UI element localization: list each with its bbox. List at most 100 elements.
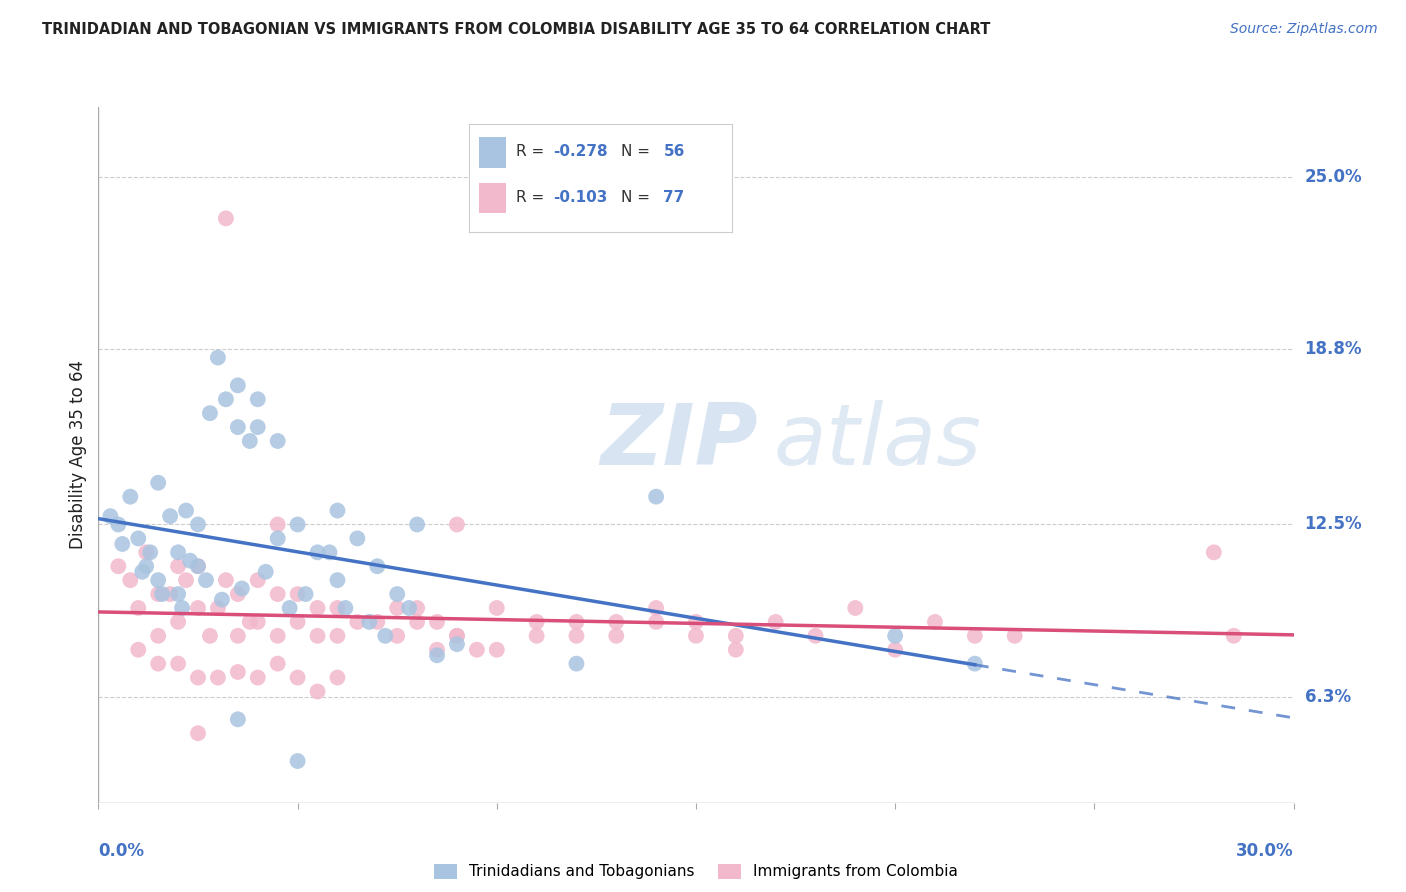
Point xyxy=(605,615,627,629)
Y-axis label: Disability Age 35 to 64: Disability Age 35 to 64 xyxy=(69,360,87,549)
Point xyxy=(446,629,468,643)
Point xyxy=(465,642,488,657)
Point xyxy=(366,559,388,574)
Point xyxy=(215,573,238,587)
Text: N =: N = xyxy=(621,145,655,160)
Point xyxy=(326,601,349,615)
Point xyxy=(226,712,249,726)
Point xyxy=(406,517,429,532)
Point xyxy=(1202,545,1225,559)
Text: -0.278: -0.278 xyxy=(553,145,607,160)
Point xyxy=(159,587,181,601)
Point xyxy=(135,545,157,559)
Text: 0.0%: 0.0% xyxy=(98,842,145,860)
Text: 25.0%: 25.0% xyxy=(1305,168,1362,186)
Point xyxy=(187,671,209,685)
Point xyxy=(198,629,221,643)
Point xyxy=(179,554,201,568)
Point xyxy=(187,726,209,740)
Point xyxy=(187,517,209,532)
Point xyxy=(326,503,349,517)
Text: N =: N = xyxy=(621,190,655,205)
Text: 30.0%: 30.0% xyxy=(1236,842,1294,860)
Point xyxy=(884,642,907,657)
Point xyxy=(406,615,429,629)
Point xyxy=(135,559,157,574)
Point xyxy=(167,559,190,574)
Point xyxy=(645,490,668,504)
Legend: Trinidadians and Tobagonians, Immigrants from Colombia: Trinidadians and Tobagonians, Immigrants… xyxy=(427,857,965,886)
Point xyxy=(159,509,181,524)
Point xyxy=(645,615,668,629)
Point xyxy=(307,629,329,643)
Point xyxy=(884,629,907,643)
Point xyxy=(127,532,149,546)
Point xyxy=(287,615,309,629)
Point xyxy=(385,601,409,615)
Point xyxy=(287,517,309,532)
Point xyxy=(398,601,420,615)
Point xyxy=(150,587,173,601)
Point xyxy=(685,615,707,629)
Text: ZIP: ZIP xyxy=(600,400,758,483)
Point xyxy=(226,420,249,434)
Text: 56: 56 xyxy=(664,145,685,160)
Point xyxy=(346,615,368,629)
Point xyxy=(724,642,747,657)
Point xyxy=(426,615,449,629)
Text: R =: R = xyxy=(516,145,550,160)
Point xyxy=(426,648,449,663)
Point xyxy=(215,392,238,407)
Point xyxy=(148,587,170,601)
Point xyxy=(239,434,262,448)
Point xyxy=(148,629,170,643)
Point xyxy=(366,615,388,629)
Point xyxy=(724,629,747,643)
Point xyxy=(485,601,508,615)
Point xyxy=(174,573,197,587)
Text: 77: 77 xyxy=(664,190,685,205)
Point xyxy=(326,671,349,685)
Point xyxy=(804,629,827,643)
Point xyxy=(287,671,309,685)
Point xyxy=(267,532,290,546)
Point xyxy=(246,671,269,685)
Point xyxy=(187,559,209,574)
Point xyxy=(307,545,329,559)
Point xyxy=(167,587,190,601)
Point xyxy=(254,565,277,579)
Point xyxy=(167,615,190,629)
Point xyxy=(645,601,668,615)
Point xyxy=(294,587,316,601)
Point xyxy=(374,629,396,643)
Point xyxy=(167,657,190,671)
Point xyxy=(267,434,290,448)
Point xyxy=(318,545,340,559)
Point xyxy=(765,615,787,629)
Point xyxy=(148,573,170,587)
Point xyxy=(139,545,162,559)
Point xyxy=(446,629,468,643)
Point xyxy=(385,629,409,643)
Point xyxy=(246,573,269,587)
Point xyxy=(307,601,329,615)
Point xyxy=(485,642,508,657)
Point xyxy=(226,629,249,643)
Point xyxy=(287,754,309,768)
Text: Source: ZipAtlas.com: Source: ZipAtlas.com xyxy=(1230,22,1378,37)
Point xyxy=(187,559,209,574)
Point xyxy=(246,615,269,629)
Text: 6.3%: 6.3% xyxy=(1305,688,1351,706)
Point xyxy=(215,211,238,226)
Point xyxy=(1004,629,1026,643)
Point xyxy=(120,490,142,504)
Point xyxy=(246,392,269,407)
Point xyxy=(267,629,290,643)
Point xyxy=(195,573,218,587)
Point xyxy=(148,657,170,671)
Point xyxy=(246,420,269,434)
Bar xyxy=(479,137,506,168)
Text: 12.5%: 12.5% xyxy=(1305,516,1362,533)
Text: 18.8%: 18.8% xyxy=(1305,340,1362,359)
Point xyxy=(565,615,588,629)
